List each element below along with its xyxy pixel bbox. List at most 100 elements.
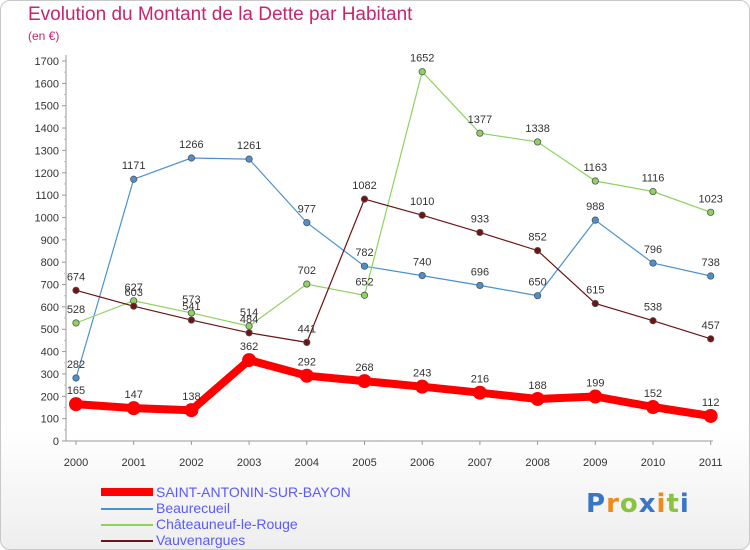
- y-tick-label: 1000: [35, 212, 59, 224]
- legend-swatch-beaurecueil: [101, 508, 153, 510]
- series-2-point: [649, 187, 657, 196]
- x-tick-label: 2001: [121, 457, 145, 469]
- series-3-data-label: 541: [182, 301, 200, 313]
- series-1-point: [187, 154, 195, 162]
- series-3-data-label: 484: [240, 314, 258, 326]
- series-0-point: [357, 374, 372, 389]
- series-3-point: [303, 338, 311, 347]
- series-2-data-label: 1338: [525, 123, 549, 135]
- series-0-data-label: 147: [125, 389, 143, 401]
- series-2-data-label: 1652: [410, 53, 434, 65]
- legend-label-beaurecueil: Beaurecueil: [156, 500, 230, 516]
- series-3-point: [245, 329, 253, 337]
- series-2-line: [75, 70, 711, 327]
- legend-label-chateauneuf: Châteauneuf-le-Rouge: [156, 516, 298, 532]
- series-2-point: [707, 208, 715, 216]
- series-0-data-label: 216: [471, 374, 489, 386]
- chart-subtitle: (en €): [28, 29, 60, 43]
- series-3-data-label: 852: [528, 232, 546, 244]
- series-2-data-label: 652: [355, 276, 373, 288]
- series-1-point: [303, 219, 311, 227]
- y-tick-label: 1400: [35, 123, 59, 135]
- series-2-data-label: 1377: [468, 114, 492, 126]
- x-tick-label: 2008: [525, 457, 549, 469]
- series-0-point: [472, 385, 487, 400]
- series-3-point: [533, 246, 542, 255]
- chart-title: Evolution du Montant de la Dette par Hab…: [28, 4, 413, 25]
- x-tick-label: 2002: [179, 457, 203, 469]
- y-tick-label: 1700: [35, 56, 59, 68]
- series-1-point: [591, 216, 599, 224]
- series-3-point: [476, 228, 484, 237]
- series-0-data-label: 188: [528, 380, 546, 392]
- series-0-line: [72, 356, 715, 420]
- series-0-data-label: 138: [182, 391, 200, 403]
- series-0-data-label: 292: [298, 357, 316, 369]
- y-tick-label: 200: [41, 391, 59, 403]
- series-1-point: [476, 281, 484, 290]
- series-1-point: [245, 155, 253, 163]
- series-0-point: [242, 353, 257, 368]
- x-tick-label: 2005: [352, 457, 376, 469]
- series-0-data-label: 243: [413, 368, 431, 380]
- series-0-point: [588, 389, 603, 404]
- series-1-point: [72, 374, 80, 382]
- series-2-point: [187, 309, 195, 317]
- series-1-data-label: 650: [528, 277, 546, 289]
- series-2-data-label: 702: [298, 265, 316, 277]
- series-2-data-label: 1116: [642, 173, 665, 185]
- series-0-data-label: 165: [67, 385, 85, 397]
- legend-swatch-saint-antonin: [101, 488, 153, 496]
- series-3-point: [360, 195, 369, 203]
- logo-letter: i: [656, 489, 667, 519]
- series-0-point: [184, 403, 199, 418]
- series-1-data-label: 740: [413, 257, 431, 269]
- series-1-point: [649, 259, 657, 267]
- y-tick-label: 1200: [35, 168, 59, 180]
- y-tick-label: 0: [53, 436, 59, 448]
- series-0-point: [703, 408, 718, 423]
- series-1-data-label: 977: [298, 204, 316, 216]
- y-tick-label: 1500: [35, 101, 59, 113]
- series-0-data-label: 152: [644, 388, 662, 400]
- y-tick-label: 1300: [35, 145, 59, 157]
- series-3-line: [75, 198, 711, 344]
- logo-letter: i: [679, 489, 690, 519]
- series-2-data-label: 1023: [698, 193, 722, 205]
- series-3-data-label: 615: [586, 285, 604, 297]
- series-0-data-label: 199: [586, 378, 604, 390]
- series-3-point: [707, 335, 715, 343]
- series-3-data-label: 1010: [410, 196, 434, 208]
- series-2-point: [303, 280, 311, 288]
- series-1-data-label: 1266: [179, 139, 203, 151]
- series-0-point: [299, 368, 314, 383]
- series-3-data-label: 603: [125, 287, 143, 299]
- series-1-data-label: 1171: [122, 160, 146, 172]
- series-0-data-label: 362: [240, 341, 258, 353]
- logo-letter: P: [586, 489, 607, 519]
- series-1-data-label: 988: [586, 201, 604, 213]
- series-1-data-label: 1261: [237, 140, 261, 152]
- series-3-data-label: 933: [471, 213, 489, 225]
- legend-label-vauvenargues: Vauvenargues: [156, 532, 246, 548]
- series-1-point: [130, 175, 138, 183]
- proxiti-logo: Proxiti: [586, 489, 690, 519]
- series-2-point: [533, 138, 542, 146]
- series-3-point: [187, 316, 195, 324]
- series-0-data-label: 268: [355, 362, 373, 374]
- series-0-point: [69, 397, 83, 412]
- series-2-point: [72, 319, 80, 327]
- series-2-point: [591, 177, 599, 185]
- logo-letter: x: [638, 489, 657, 519]
- x-tick-label: 2006: [410, 457, 434, 469]
- legend-swatch-chateauneuf: [101, 524, 153, 526]
- series-3-data-label: 441: [298, 323, 316, 335]
- series-1-data-label: 696: [471, 266, 489, 278]
- series-2-point: [476, 129, 484, 137]
- x-tick-label: 2011: [699, 457, 723, 469]
- series-3-data-label: 1082: [352, 180, 376, 192]
- x-tick-label: 2000: [64, 457, 88, 469]
- series-1-line: [75, 157, 711, 379]
- logo-letter: o: [619, 489, 639, 519]
